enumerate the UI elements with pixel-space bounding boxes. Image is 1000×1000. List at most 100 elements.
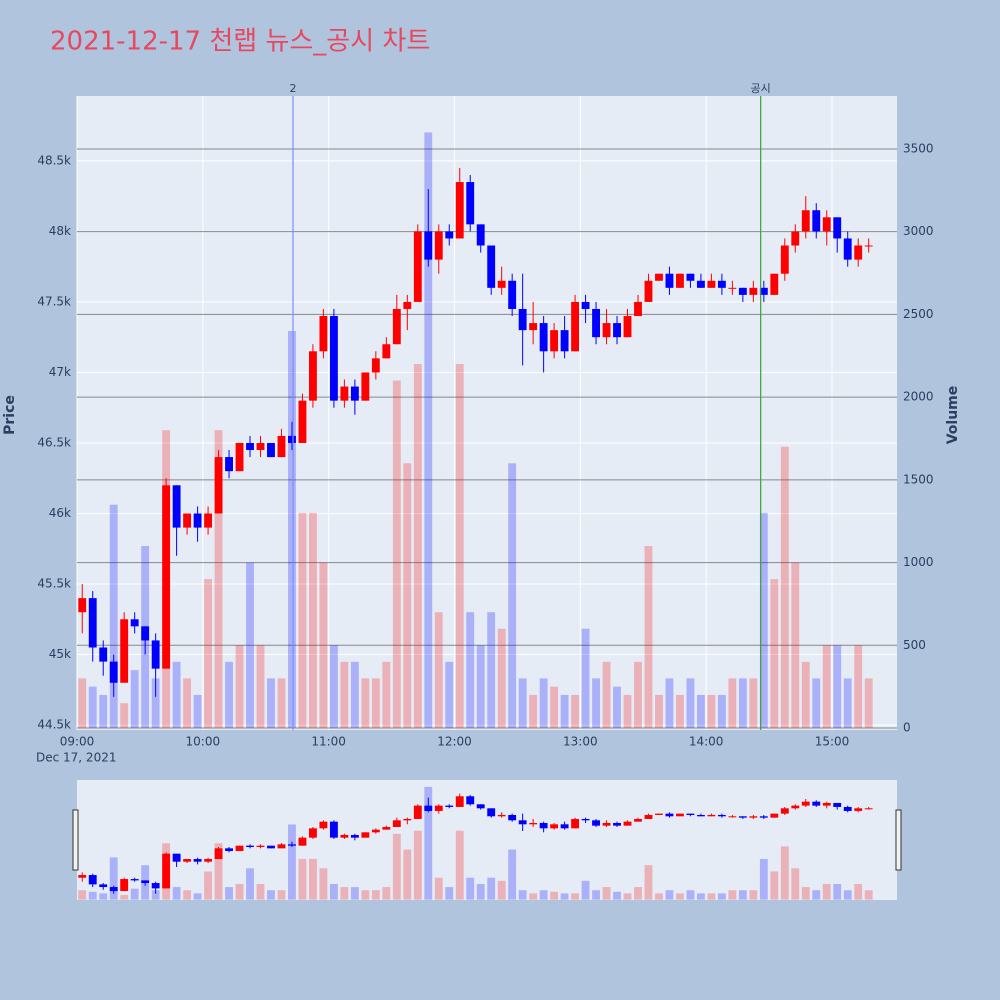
- volume-bar: [759, 512, 768, 729]
- y-tick-label: 47k: [49, 365, 71, 379]
- volume-bar: [413, 364, 422, 729]
- volume-bar: [707, 694, 716, 729]
- volume-bar: [193, 694, 202, 729]
- slider-candle-body: [592, 820, 600, 826]
- volume-bar: [550, 686, 559, 729]
- candle-body: [277, 435, 286, 458]
- slider-volume-bar: [340, 887, 349, 900]
- volume-bar: [424, 132, 433, 729]
- slider-volume-bar: [864, 890, 873, 900]
- slider-candle-body: [455, 796, 464, 807]
- candle-body: [445, 231, 454, 239]
- volume-bar: [592, 678, 600, 729]
- slider-candle-body: [151, 883, 160, 889]
- slider-candle-body: [329, 821, 338, 838]
- slider-volume-bar: [267, 890, 275, 900]
- slider-candle-body: [560, 824, 569, 829]
- volume-bar: [235, 645, 244, 729]
- slider-volume-bar: [466, 877, 475, 900]
- candle-body: [759, 287, 768, 295]
- volume-bar: [487, 612, 496, 729]
- slider-volume-bar: [770, 871, 779, 900]
- volume-bar: [256, 645, 265, 729]
- x-date-label: Dec 17, 2021: [36, 751, 116, 765]
- volume-bar: [801, 661, 810, 729]
- slider-volume-bar: [791, 868, 800, 900]
- volume-bar: [728, 678, 737, 729]
- volume-bar: [403, 463, 412, 729]
- slider-volume-bar: [686, 890, 695, 900]
- slider-volume-bar: [728, 890, 737, 900]
- slider-volume-bar: [403, 849, 412, 900]
- slider-volume-bar: [246, 868, 254, 900]
- candle-body: [581, 301, 590, 309]
- slider-candle-body: [728, 816, 737, 818]
- slider-candle-body: [529, 822, 538, 825]
- slider-volume-bar: [529, 893, 538, 900]
- volume-bar: [581, 628, 590, 729]
- slider-candle-body: [623, 821, 632, 826]
- slider-volume-bar: [235, 883, 244, 900]
- candle-body: [529, 323, 538, 331]
- slider-volume-bar: [822, 883, 831, 900]
- volume-bar: [738, 678, 747, 729]
- slider-volume-bar: [508, 849, 517, 900]
- annotation-label: 공시: [751, 82, 771, 95]
- slider-volume-bar: [644, 865, 653, 900]
- x-tick-label: 11:00: [311, 735, 346, 749]
- slider-handle[interactable]: [72, 809, 79, 871]
- slider-volume-bar: [319, 868, 328, 900]
- slider-volume-bar: [780, 846, 789, 900]
- candle-body: [644, 280, 653, 302]
- volume-bar: [120, 703, 129, 729]
- slider-handle[interactable]: [895, 809, 902, 871]
- volume-bar: [686, 678, 695, 729]
- slider-candle-body: [676, 813, 684, 817]
- candle-body: [518, 308, 527, 331]
- candle-body: [78, 598, 87, 613]
- volume-bar: [267, 678, 275, 729]
- candle-body: [550, 330, 559, 352]
- slider-candle-body: [340, 834, 349, 838]
- slider-candle-body: [204, 859, 213, 862]
- slider-volume-bar: [120, 894, 129, 900]
- candle-body: [403, 301, 412, 309]
- candle-body: [434, 231, 443, 260]
- slider-volume-bar: [109, 857, 118, 900]
- volume-bar: [109, 504, 118, 729]
- slider-candle-body: [843, 806, 852, 811]
- slider-volume-bar: [392, 833, 401, 900]
- y2-tick-label: 3500: [903, 141, 934, 155]
- slider-volume-bar: [539, 890, 548, 900]
- slider-volume-bar: [225, 887, 233, 900]
- slider-candle-body: [235, 845, 244, 852]
- candle-body: [288, 435, 296, 443]
- candle-body: [382, 344, 391, 359]
- slider-candle-body: [88, 875, 97, 885]
- candle-body: [298, 400, 307, 443]
- candle-body: [371, 358, 380, 373]
- candle-body: [162, 485, 171, 669]
- slider-candle-body: [539, 822, 548, 829]
- slider-volume-bar: [424, 786, 433, 900]
- slider-volume-bar: [193, 893, 202, 900]
- volume-bar: [644, 546, 653, 729]
- slider-candle-body: [550, 824, 559, 829]
- slider-candle-body: [193, 859, 202, 862]
- y-axis-title: Price: [2, 395, 18, 435]
- volume-bar: [350, 661, 359, 729]
- volume-bar: [602, 661, 611, 729]
- volume-bar: [864, 678, 873, 729]
- volume-bar: [319, 562, 328, 729]
- candle-body: [770, 273, 779, 295]
- y2-tick-label: 2500: [903, 307, 934, 321]
- slider-candle-body: [571, 818, 580, 829]
- volume-bar: [655, 694, 663, 729]
- volume-bar: [696, 694, 705, 729]
- slider-volume-bar: [487, 877, 496, 900]
- candle-body: [833, 217, 842, 239]
- y-tick-label: 47.5k: [37, 294, 71, 308]
- slider-volume-bar: [434, 877, 443, 900]
- y2-tick-label: 3000: [903, 224, 934, 238]
